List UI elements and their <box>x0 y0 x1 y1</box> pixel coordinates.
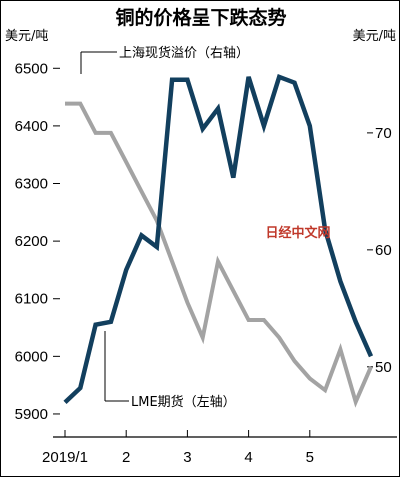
tick-layer: 5900 6000 6100 6200 6300 6400 6500 50 60 70 2019/1… <box>15 60 392 466</box>
x-tick-label: 2 <box>122 449 130 466</box>
legend-annotation-left-axis: LME期货（左轴） <box>104 331 236 410</box>
x-tick-label: 4 <box>244 449 252 466</box>
left-unit-label: 美元/吨 <box>5 29 48 44</box>
series-line-shanghai-premium <box>65 101 373 408</box>
x-tick-label: 5 <box>306 449 314 466</box>
series-layer <box>63 73 374 408</box>
x-tick-label: 3 <box>183 449 191 466</box>
right-tick-label: 60 <box>375 242 392 259</box>
watermark-text: 日经中文网 <box>265 225 330 241</box>
left-tick-label: 6000 <box>15 348 48 365</box>
legend-annotation-right-axis: 上海现货溢价（右轴） <box>80 45 249 74</box>
left-tick-label: 6500 <box>15 60 48 77</box>
left-tick-label: 5900 <box>15 406 48 423</box>
right-tick-label: 50 <box>375 359 392 376</box>
legend-label-lme: LME期货（左轴） <box>131 394 236 410</box>
chart-title: 铜的价格呈下跌态势 <box>115 6 286 29</box>
left-tick-label: 6100 <box>15 291 48 308</box>
left-tick-label: 6200 <box>15 233 48 250</box>
x-tick-label: 2019/1 <box>42 449 88 466</box>
right-tick-label: 70 <box>375 125 392 142</box>
right-unit-label: 美元/吨 <box>353 29 396 44</box>
left-tick-label: 6400 <box>15 118 48 135</box>
series-line-lme <box>63 73 374 405</box>
left-tick-label: 6300 <box>15 176 48 193</box>
legend-label-premium: 上海现货溢价（右轴） <box>119 45 249 61</box>
